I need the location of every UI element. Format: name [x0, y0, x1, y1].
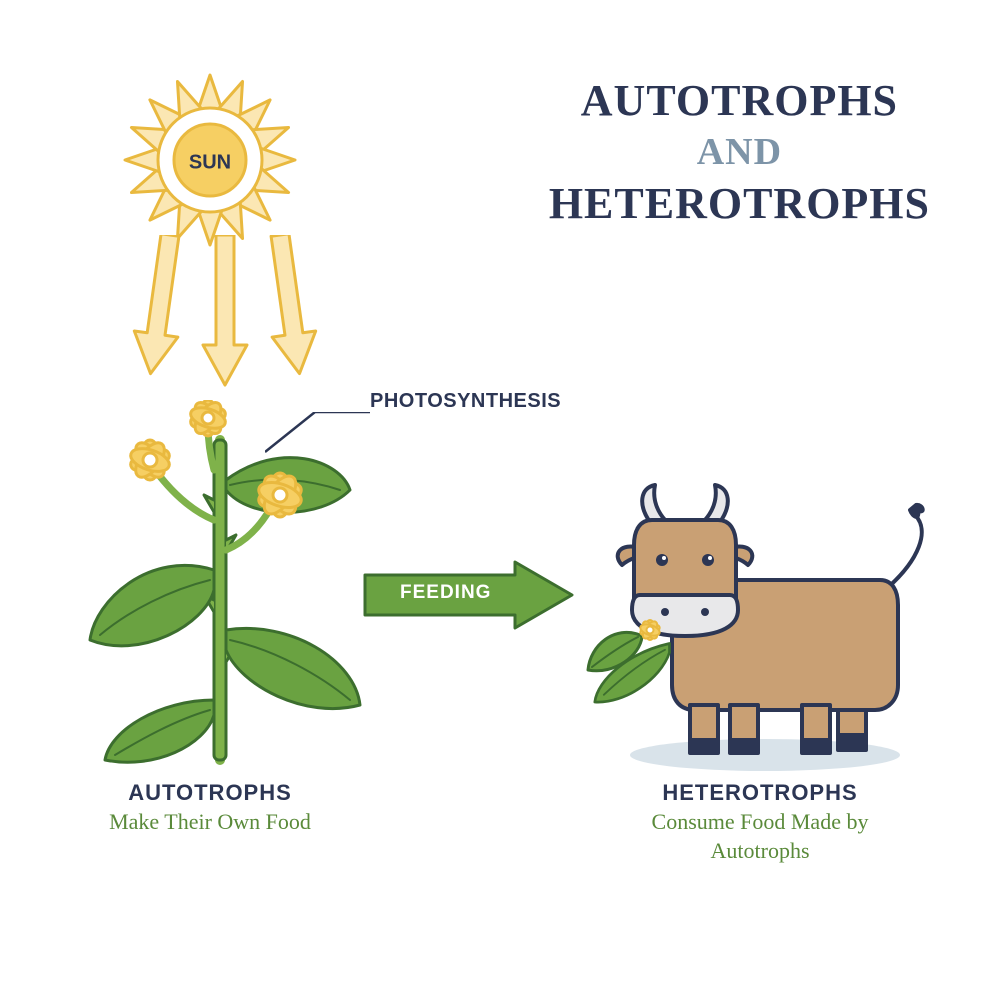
autotrophs-title: AUTOTROPHS	[50, 780, 370, 806]
photosynthesis-label: PHOTOSYNTHESIS	[370, 390, 561, 413]
autotrophs-subtitle: Make Their Own Food	[50, 808, 370, 837]
plant-icon	[80, 400, 370, 775]
feeding-label: FEEDING	[400, 582, 491, 604]
cow-icon	[580, 460, 940, 785]
autotrophs-caption: AUTOTROPHS Make Their Own Food	[50, 780, 370, 837]
sun-icon: SUN	[120, 70, 300, 255]
heterotrophs-caption: HETEROTROPHS Consume Food Made by Autotr…	[600, 780, 920, 865]
title-line-1: AUTOTROPHS	[549, 75, 930, 126]
sun-label: SUN	[189, 151, 231, 174]
sun-rays-arrows	[130, 235, 330, 410]
heterotrophs-subtitle: Consume Food Made by Autotrophs	[600, 808, 920, 865]
diagram-title: AUTOTROPHS AND HETEROTROPHS	[549, 75, 930, 229]
title-line-2: AND	[549, 130, 930, 174]
heterotrophs-title: HETEROTROPHS	[600, 780, 920, 806]
title-line-3: HETEROTROPHS	[549, 178, 930, 229]
